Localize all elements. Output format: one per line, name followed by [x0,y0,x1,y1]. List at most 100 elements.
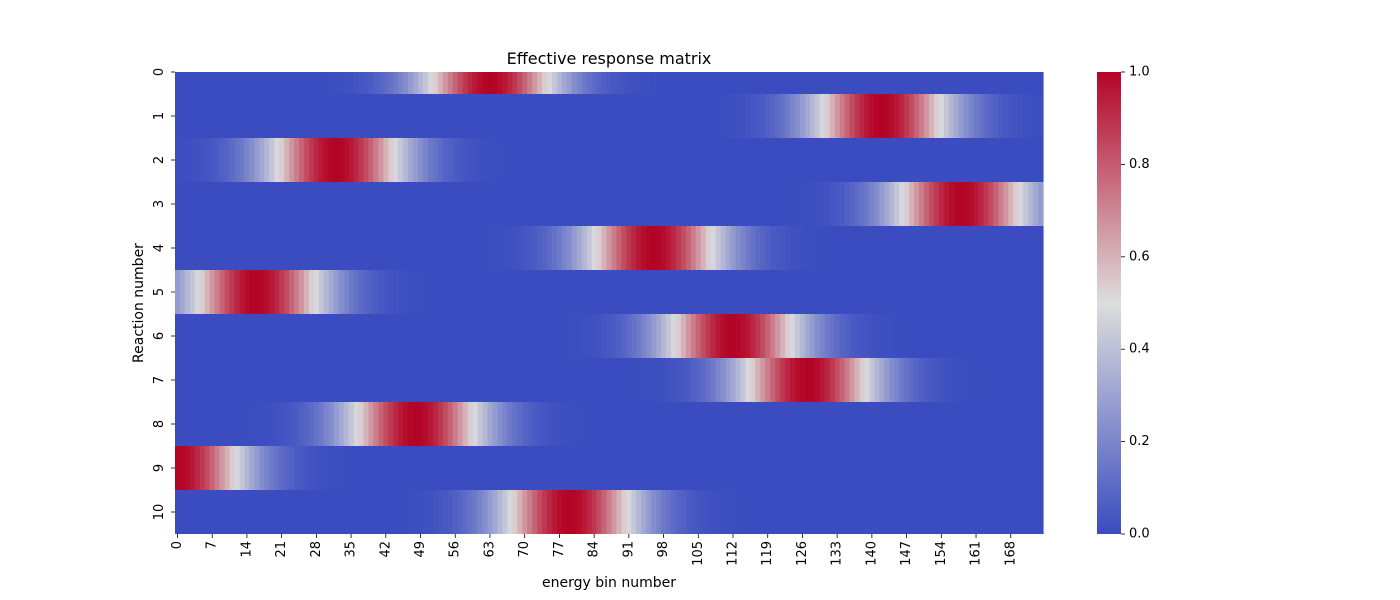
heatmap-cell [651,446,657,490]
heatmap-cell [953,358,960,402]
heatmap-cell [666,314,672,358]
heatmap-cell [403,226,409,270]
heatmap-cell [561,270,568,314]
heatmap-cell [492,72,498,94]
heatmap-cell [333,358,340,402]
heatmap-cell [581,358,588,402]
heatmap-cell [938,446,945,490]
colorbar-tick-label: 1.0 [1129,65,1150,80]
heatmap-cell [968,72,975,94]
heatmap-cell [914,72,920,94]
heatmap-cell [561,72,568,94]
heatmap-cell [527,314,533,358]
heatmap-cell [318,446,325,490]
heatmap-cell [279,72,285,94]
heatmap-cell [879,226,885,270]
heatmap-cell [497,314,503,358]
heatmap-cell [884,270,890,314]
heatmap-cell [616,358,622,402]
heatmap-cell [413,270,419,314]
heatmap-cell [700,72,707,94]
heatmap-cell [477,94,484,138]
heatmap-cell [938,226,945,270]
heatmap-cell [1018,270,1024,314]
heatmap-cell [427,490,434,534]
heatmap-cell [492,94,498,138]
heatmap-cell [313,446,320,490]
heatmap-cell [482,446,489,490]
heatmap-cell [517,490,523,534]
heatmap-cell [289,314,295,358]
heatmap-cell [755,314,761,358]
heatmap-cell [730,270,737,314]
heatmap-cell [586,72,593,94]
heatmap-cell [973,270,980,314]
heatmap-cell [715,226,722,270]
heatmap-cell [601,138,608,182]
heatmap-cell [507,138,513,182]
heatmap-cell [641,446,647,490]
heatmap-cell [239,358,246,402]
heatmap-cell [184,402,191,446]
heatmap-cell [849,358,856,402]
heatmap-cell [745,72,751,94]
heatmap-cell [631,402,637,446]
heatmap-cell [963,138,970,182]
heatmap-cell [1013,446,1019,490]
heatmap-cell [616,226,622,270]
heatmap-cell [993,94,999,138]
heatmap-cell [725,446,732,490]
heatmap-cell [641,270,647,314]
heatmap-cell [710,182,717,226]
heatmap-cell [259,490,265,534]
heatmap-cell [636,182,642,226]
y-tick-label: 1 [152,112,167,120]
heatmap-cell [834,72,841,94]
heatmap-cell [973,138,980,182]
heatmap-cell [919,72,925,94]
heatmap-cell [522,402,528,446]
heatmap-cell [824,402,831,446]
heatmap-cell [814,446,821,490]
heatmap-cell [581,94,588,138]
heatmap-cell [809,314,816,358]
heatmap-cell [457,270,464,314]
heatmap-cell [705,226,712,270]
x-tick-label: 168 [1003,541,1018,566]
heatmap-cell [408,446,414,490]
heatmap-cell [383,490,389,534]
heatmap-cell [512,138,518,182]
heatmap-cell [537,226,543,270]
heatmap-cell [760,138,766,182]
heatmap-cell [299,270,305,314]
heatmap-cell [289,358,295,402]
heatmap-cell [983,314,990,358]
heatmap-cell [184,94,191,138]
heatmap-cell [408,182,414,226]
heatmap-cell [680,226,687,270]
heatmap-cell [834,314,841,358]
heatmap-cell [517,402,523,446]
heatmap-cell [239,226,246,270]
heatmap-cell [661,226,667,270]
heatmap-cell [571,138,578,182]
heatmap-cell [447,182,454,226]
heatmap-cell [899,226,905,270]
heatmap-cell [785,446,791,490]
heatmap-cell [611,226,618,270]
heatmap-cell [854,72,861,94]
heatmap-cell [561,314,568,358]
heatmap-cell [671,182,677,226]
heatmap-cell [353,94,360,138]
x-tick-label: 147 [899,541,914,566]
heatmap-cell [393,270,399,314]
heatmap-cell [998,182,1004,226]
heatmap-cells [175,72,1044,534]
heatmap-cell [333,182,340,226]
heatmap-cell [551,72,558,94]
heatmap-cell [457,182,464,226]
heatmap-cell [750,270,756,314]
heatmap-cell [517,358,523,402]
heatmap-cell [502,72,508,94]
heatmap-cell [427,402,434,446]
